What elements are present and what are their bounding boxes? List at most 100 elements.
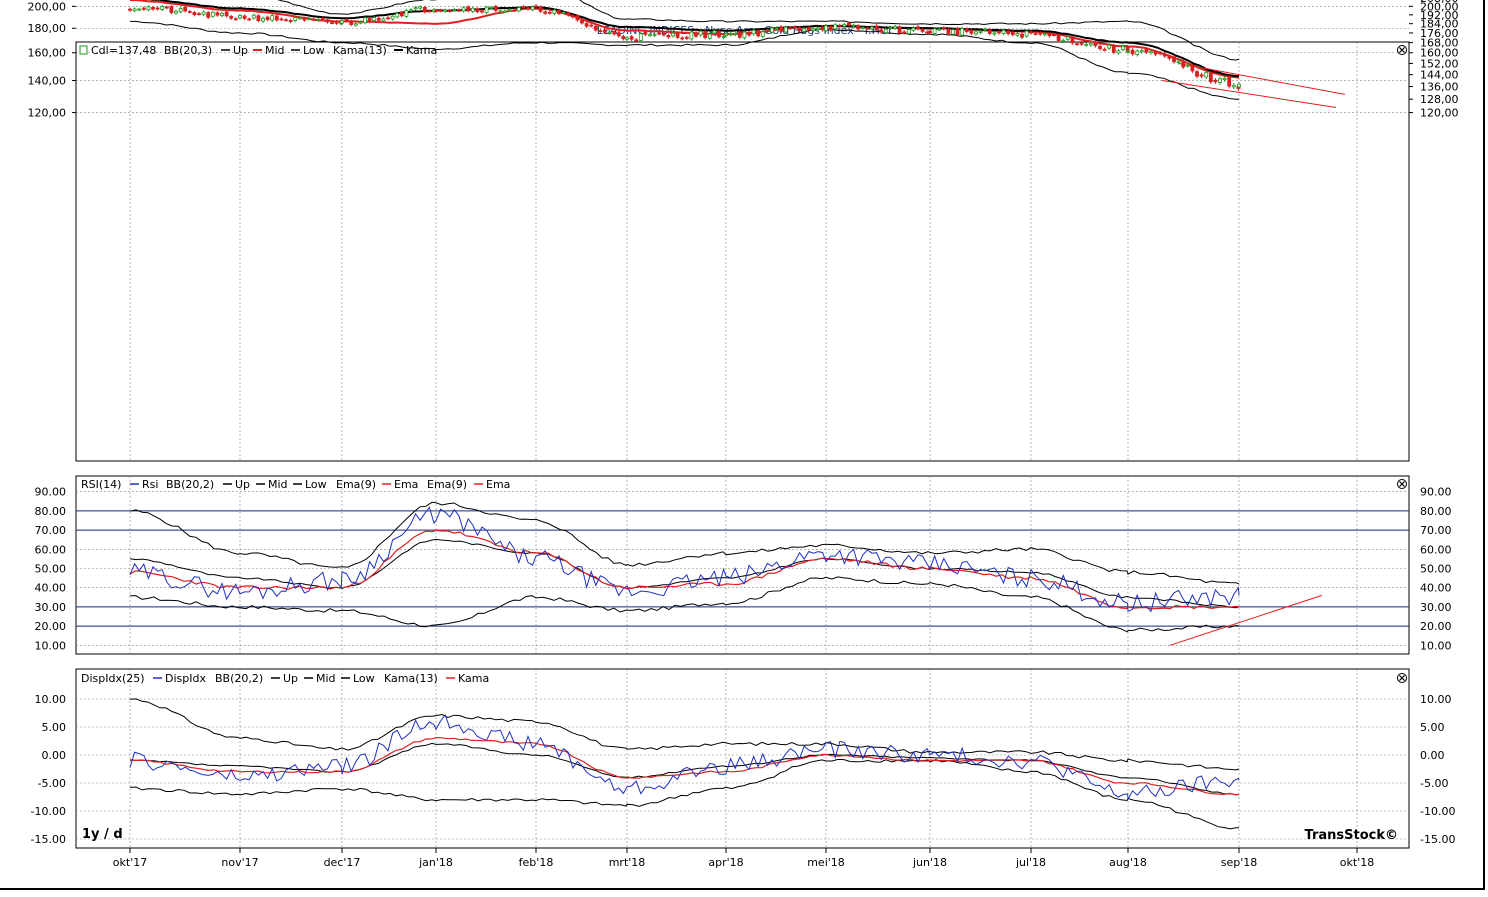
- price-panel: 240,00220,00200,00180,00160,00140,00120,…: [28, 0, 1459, 462]
- legend-rsi-mid: Mid: [268, 478, 288, 491]
- rsi-right-tick: 70.00: [1420, 524, 1452, 537]
- candle-body: [575, 15, 580, 21]
- candle-body: [480, 10, 484, 13]
- candle-body: [733, 32, 738, 35]
- candle-body: [1139, 50, 1144, 53]
- candle-body: [538, 6, 543, 12]
- candle-body: [833, 24, 838, 30]
- price-right-tick: 168,00: [1420, 37, 1459, 50]
- candle-body: [997, 31, 1001, 34]
- candle-body: [793, 26, 797, 29]
- candle-body: [1130, 49, 1135, 55]
- rsi-right-tick: 10.00: [1420, 639, 1452, 652]
- candle-body: [671, 32, 675, 37]
- x-tick-label: dec'17: [324, 856, 361, 869]
- candle-body: [516, 7, 521, 12]
- candle-body: [493, 5, 498, 11]
- price-right-tick: 184,00: [1420, 18, 1459, 31]
- candle-body: [1126, 50, 1130, 53]
- candle-body: [747, 32, 751, 36]
- candle-body: [765, 30, 770, 33]
- candle-body: [566, 12, 571, 16]
- candle-body: [811, 28, 816, 31]
- candle-body: [1190, 65, 1195, 72]
- rsi-right-tick: 20.00: [1420, 620, 1452, 633]
- price-right-tick: 136,00: [1420, 81, 1459, 94]
- candle-body: [1195, 71, 1199, 77]
- price-right-tick: 192,00: [1420, 9, 1459, 22]
- candle-body: [1107, 44, 1112, 49]
- candle-body: [717, 31, 721, 38]
- disp-panel-frame: [75, 668, 1410, 849]
- legend-disp-kama: Kama: [458, 672, 489, 685]
- x-tick-label: mrt'18: [609, 856, 646, 869]
- price-left-tick: 140,00: [28, 75, 67, 88]
- candle-body: [860, 27, 865, 29]
- disp-left-tick: 5.00: [42, 721, 67, 734]
- candle-body: [870, 26, 874, 30]
- price-right-tick: 200,00: [1420, 0, 1459, 13]
- candle-body: [1181, 61, 1186, 68]
- candle-body: [334, 21, 339, 24]
- rsi-left-tick: 40.00: [35, 582, 67, 595]
- candle-body: [666, 35, 671, 38]
- candle-body: [438, 9, 443, 12]
- rsi-left-tick: 70.00: [35, 524, 67, 537]
- disp-line: [129, 713, 1240, 801]
- disp-bb-upper: [129, 698, 1240, 771]
- candle-body: [974, 31, 978, 35]
- candle-body: [802, 28, 807, 32]
- candle-body: [155, 7, 160, 10]
- candle-body: [1098, 45, 1102, 50]
- candle-body: [434, 9, 438, 12]
- candle-body: [363, 17, 367, 24]
- candle-body: [1042, 33, 1047, 36]
- legend-up: Up: [233, 44, 248, 57]
- legend-ema-a: Ema: [394, 478, 418, 491]
- candle-body: [593, 25, 598, 31]
- candle-body: [297, 17, 302, 20]
- candle-body: [684, 36, 689, 39]
- outer-border-right: [1483, 0, 1485, 890]
- candle-body: [141, 7, 146, 10]
- disp-bb-lower: [129, 758, 1239, 830]
- candle-body: [607, 31, 612, 34]
- candle-body: [648, 34, 652, 37]
- rsi-line: [129, 506, 1240, 613]
- candle-body: [992, 32, 997, 35]
- disp-legend: DispIdx(25) DispIdx BB(20,2) Up Mid Low …: [81, 672, 489, 685]
- candle-body: [160, 6, 165, 10]
- candle-body: [941, 27, 946, 30]
- candle-body: [215, 12, 220, 16]
- candle-body: [288, 20, 293, 23]
- candle-body: [770, 27, 774, 33]
- price-right-tick: 176,00: [1420, 27, 1459, 40]
- legend-mid: Mid: [265, 44, 285, 57]
- candle-body: [330, 22, 334, 24]
- rsi-bb-upper: [129, 501, 1240, 585]
- disp-close-icon[interactable]: [1397, 673, 1407, 683]
- candle-body: [1153, 51, 1158, 55]
- rsi-close-icon[interactable]: [1397, 479, 1407, 489]
- candle-body: [698, 30, 703, 36]
- x-tick-label: jan'18: [418, 856, 453, 869]
- candle-body: [625, 37, 629, 40]
- rsi-right-tick: 40.00: [1420, 582, 1452, 595]
- candle-body: [1176, 60, 1181, 63]
- candle-body: [1065, 36, 1070, 40]
- candle-body: [526, 7, 530, 10]
- candle-body: [349, 21, 354, 25]
- price-close-icon[interactable]: [1397, 45, 1407, 55]
- candle-body: [760, 31, 765, 37]
- rsi-left-tick: 80.00: [35, 505, 67, 518]
- candle-body: [316, 18, 321, 21]
- candle-body: [247, 18, 252, 21]
- rsi-right-tick: 90.00: [1420, 486, 1452, 499]
- rsi-right-tick: 60.00: [1420, 543, 1452, 556]
- disp-left-tick: 0.00: [42, 749, 67, 762]
- candle-body: [178, 8, 183, 13]
- candle-body: [721, 36, 726, 38]
- candle-body: [897, 26, 902, 34]
- legend-ema-b: Ema: [486, 478, 510, 491]
